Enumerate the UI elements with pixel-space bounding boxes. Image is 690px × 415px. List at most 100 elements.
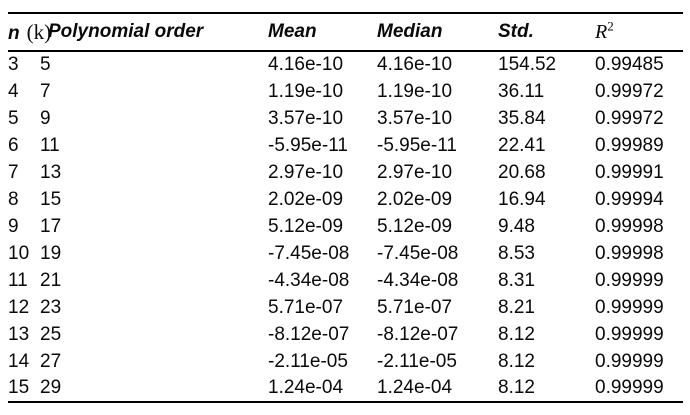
cell-std: 8.12 — [498, 350, 535, 372]
cell-n: 14 — [8, 350, 30, 372]
cell-polynomial-order: 7 — [40, 80, 51, 102]
cell-mean: -7.45e-08 — [268, 242, 350, 264]
cell-polynomial-order: 11 — [40, 134, 60, 156]
cell-r-squared: 0.99999 — [595, 269, 664, 291]
cell-std: 8.12 — [498, 323, 535, 345]
cell-std: 16.94 — [498, 188, 546, 210]
header-std-label: Std. — [498, 21, 534, 42]
cell-std: 22.41 — [498, 134, 546, 156]
header-k-paren-label: (k) — [26, 19, 52, 44]
table-row: 3 5 4.16e-10 4.16e-10 154.52 0.99485 — [8, 51, 683, 78]
table-body: 3 5 4.16e-10 4.16e-10 154.52 0.99485 4 7… — [8, 51, 683, 402]
cell-mean: -2.11e-05 — [268, 350, 348, 372]
cell-r-squared: 0.99999 — [595, 377, 664, 398]
header-mean-label: Mean — [268, 21, 317, 42]
col-header-std: Std. — [498, 13, 595, 51]
col-header-n-k: n (k) — [8, 13, 51, 51]
cell-mean: 3.57e-10 — [268, 107, 344, 129]
table-row: 4 7 1.19e-10 1.19e-10 36.11 0.99972 — [8, 78, 683, 105]
cell-polynomial-order: 5 — [40, 54, 51, 75]
col-header-median: Median — [377, 13, 498, 51]
cell-std: 9.48 — [498, 215, 535, 237]
cell-mean: 4.16e-10 — [268, 54, 344, 75]
cell-r-squared: 0.99998 — [595, 242, 664, 264]
cell-n: 10 — [8, 242, 30, 264]
cell-polynomial-order: 15 — [40, 188, 62, 210]
cell-mean: 2.97e-10 — [268, 161, 344, 183]
table-row: 13 25 -8.12e-07 -8.12e-07 8.12 0.99999 — [8, 321, 683, 348]
cell-r-squared: 0.99991 — [595, 161, 664, 183]
cell-r-squared: 0.99989 — [595, 134, 664, 156]
cell-polynomial-order: 29 — [40, 377, 62, 398]
header-r-squared-label: R2 — [595, 17, 614, 43]
cell-median: 2.97e-10 — [377, 161, 453, 183]
cell-r-squared: 0.99999 — [595, 323, 664, 345]
cell-n: 6 — [8, 134, 19, 156]
header-median-label: Median — [377, 21, 443, 42]
cell-mean: 1.24e-04 — [268, 377, 344, 398]
header-polynomial-order-label: Polynomial order — [48, 21, 204, 42]
table-row: 11 21 -4.34e-08 -4.34e-08 8.31 0.99999 — [8, 267, 683, 294]
cell-r-squared: 0.99972 — [595, 80, 664, 102]
results-table: n (k) Polynomial order Mean Median Std. R… — [8, 12, 683, 403]
cell-median: -2.11e-05 — [377, 350, 457, 372]
cell-std: 8.12 — [498, 377, 535, 398]
header-n-label: n — [8, 22, 20, 44]
cell-n: 7 — [8, 161, 19, 183]
cell-median: -7.45e-08 — [377, 242, 459, 264]
cell-polynomial-order: 19 — [40, 242, 62, 264]
cell-mean: -8.12e-07 — [268, 323, 350, 345]
cell-polynomial-order: 27 — [40, 350, 62, 372]
cell-mean: -5.95e-11 — [268, 134, 348, 156]
cell-std: 20.68 — [498, 161, 546, 183]
table-row: 5 9 3.57e-10 3.57e-10 35.84 0.99972 — [8, 105, 683, 132]
table-row: 9 17 5.12e-09 5.12e-09 9.48 0.99998 — [8, 213, 683, 240]
table-row: 8 15 2.02e-09 2.02e-09 16.94 0.99994 — [8, 186, 683, 213]
cell-polynomial-order: 9 — [40, 107, 51, 129]
cell-polynomial-order: 23 — [40, 296, 62, 318]
cell-n: 13 — [8, 323, 30, 345]
col-header-mean: Mean — [268, 13, 377, 51]
table-row: 10 19 -7.45e-08 -7.45e-08 8.53 0.99998 — [8, 240, 683, 267]
header-row: n (k) Polynomial order Mean Median Std. R… — [8, 13, 683, 51]
cell-polynomial-order: 13 — [40, 161, 62, 183]
cell-r-squared: 0.99999 — [595, 296, 664, 318]
cell-std: 35.84 — [498, 107, 546, 129]
cell-r-squared: 0.99998 — [595, 215, 664, 237]
cell-n: 11 — [8, 269, 28, 291]
cell-std: 8.53 — [498, 242, 535, 264]
col-header-r-squared: R2 — [595, 13, 683, 51]
cell-r-squared: 0.99972 — [595, 107, 664, 129]
table-row: 6 11 -5.95e-11 -5.95e-11 22.41 0.99989 — [8, 132, 683, 159]
cell-median: -8.12e-07 — [377, 323, 459, 345]
cell-mean: 5.12e-09 — [268, 215, 344, 237]
cell-n: 8 — [8, 188, 19, 210]
cell-n: 3 — [8, 54, 19, 75]
table-row: 12 23 5.71e-07 5.71e-07 8.21 0.99999 — [8, 294, 683, 321]
cell-std: 8.31 — [498, 269, 535, 291]
cell-std: 8.21 — [498, 296, 535, 318]
cell-polynomial-order: 25 — [40, 323, 62, 345]
table-row: 15 29 1.24e-04 1.24e-04 8.12 0.99999 — [8, 375, 683, 402]
cell-mean: 5.71e-07 — [268, 296, 344, 318]
cell-mean: -4.34e-08 — [268, 269, 350, 291]
table-row: 7 13 2.97e-10 2.97e-10 20.68 0.99991 — [8, 159, 683, 186]
cell-n: 9 — [8, 215, 19, 237]
cell-median: -5.95e-11 — [377, 134, 457, 156]
cell-std: 154.52 — [498, 54, 557, 75]
cell-median: 5.71e-07 — [377, 296, 453, 318]
table-header: n (k) Polynomial order Mean Median Std. R… — [8, 13, 683, 51]
col-header-polynomial-order: Polynomial order — [40, 13, 268, 51]
cell-median: 1.19e-10 — [377, 80, 453, 102]
table-row: 14 27 -2.11e-05 -2.11e-05 8.12 0.99999 — [8, 348, 683, 375]
cell-n: 12 — [8, 296, 30, 318]
cell-mean: 2.02e-09 — [268, 188, 344, 210]
cell-r-squared: 0.99999 — [595, 350, 664, 372]
cell-median: 3.57e-10 — [377, 107, 453, 129]
cell-median: 4.16e-10 — [377, 54, 453, 75]
cell-median: 2.02e-09 — [377, 188, 453, 210]
cell-median: 5.12e-09 — [377, 215, 453, 237]
cell-polynomial-order: 17 — [40, 215, 62, 237]
cell-n: 5 — [8, 107, 19, 129]
